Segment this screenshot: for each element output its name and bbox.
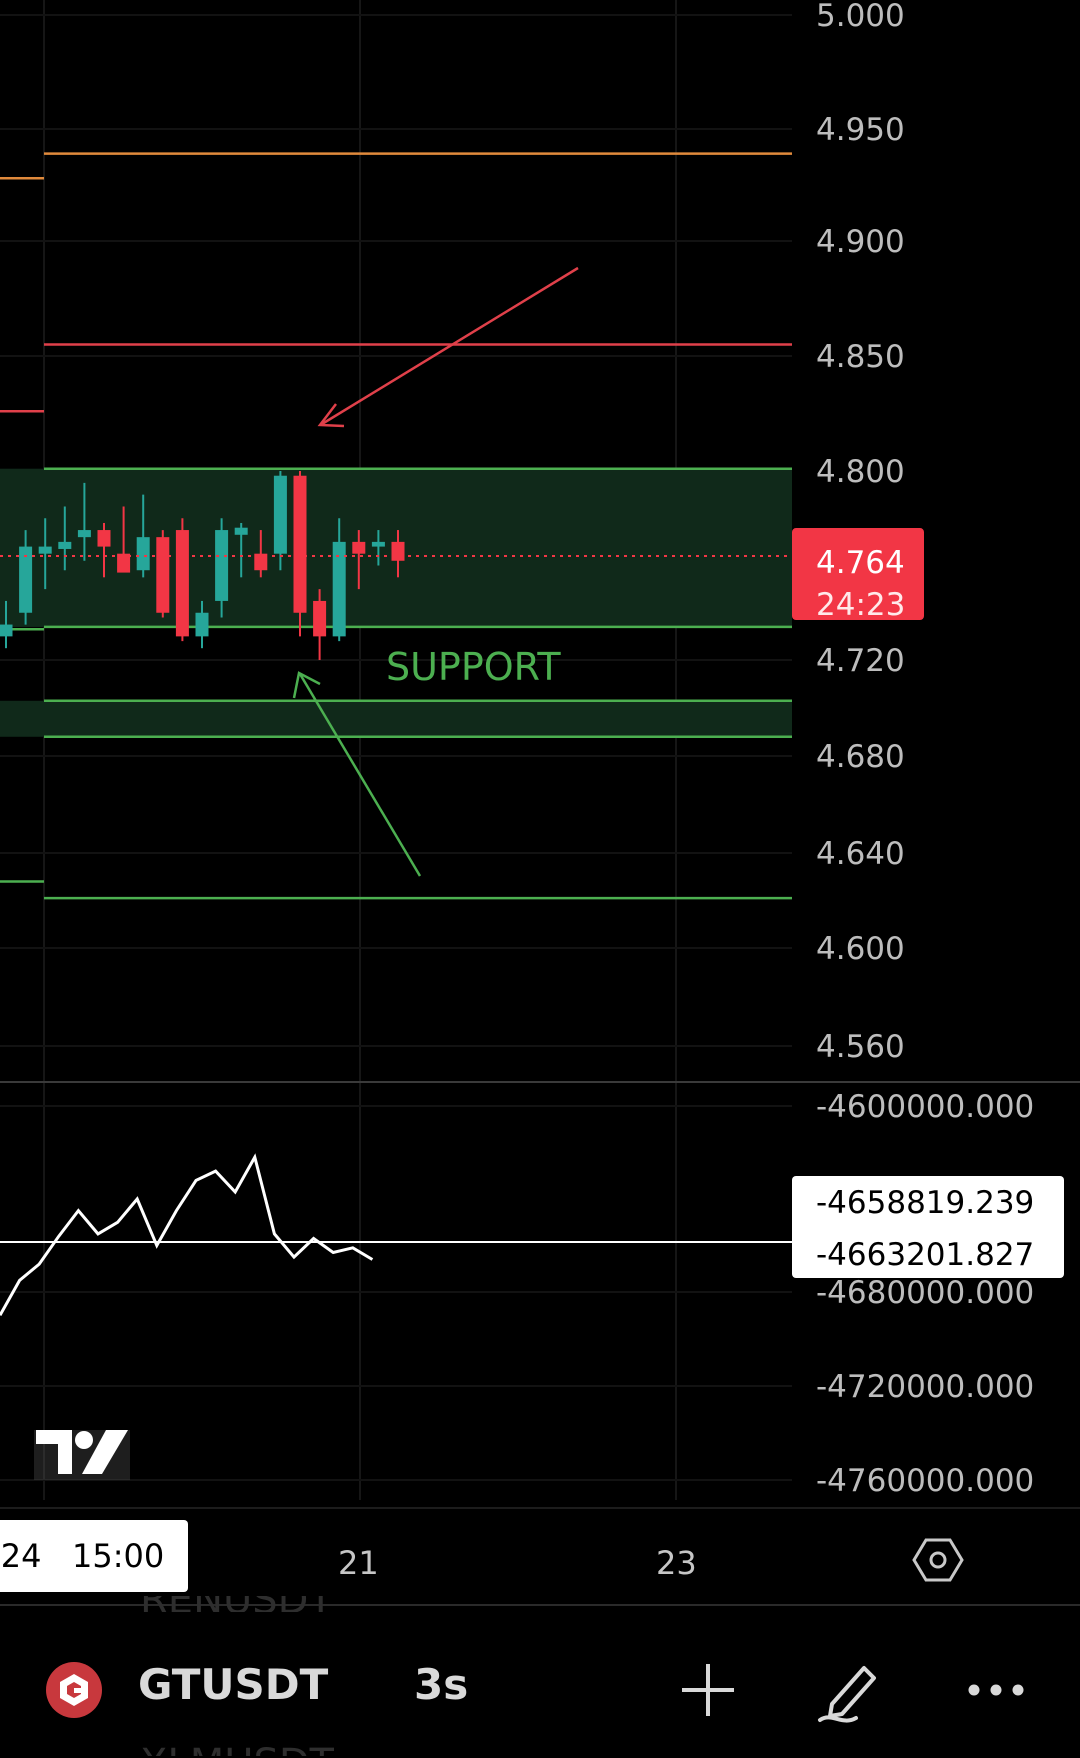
candle-body (0, 625, 13, 637)
support-label: SUPPORT (386, 645, 561, 689)
plus-icon (668, 1650, 748, 1730)
candle-body (215, 530, 228, 601)
price-tick-label: 4.640 (816, 836, 905, 872)
candle-body (294, 476, 307, 613)
oscillator-tick-label: -4760000.000 (816, 1463, 1034, 1499)
support-zones (0, 469, 792, 737)
chart-settings-button[interactable] (910, 1536, 966, 1584)
hexagon-settings-icon (910, 1536, 966, 1584)
time-cursor-label: '24 15:00 (0, 1520, 188, 1592)
oscillator-tick-label: -4600000.000 (816, 1089, 1034, 1125)
symbol-selector[interactable]: GTUSDT (138, 1660, 328, 1709)
candle-body (352, 542, 365, 554)
candle-body (372, 542, 385, 547)
tradingview-logo-icon (28, 1424, 136, 1484)
add-button[interactable] (668, 1650, 748, 1730)
oscillator-tick-label: -4680000.000 (816, 1275, 1034, 1311)
price-tick-label: 4.950 (816, 112, 905, 148)
oscillator-value-1: -4658819.239 (816, 1185, 1034, 1221)
time-tick-23: 23 (656, 1544, 697, 1582)
ghost-symbol-below: XLMUSDT (140, 1744, 334, 1756)
oscillator-value-badges: -4658819.239 -4663201.827 (792, 1176, 1064, 1278)
time-cursor-text: '24 15:00 (0, 1520, 164, 1592)
candle-body (196, 613, 209, 637)
price-tick-label: 5.000 (816, 0, 905, 34)
price-tick-label: 4.560 (816, 1029, 905, 1065)
current-price-value: 4.764 (816, 545, 905, 581)
candle-body (58, 542, 71, 549)
pen-icon (812, 1650, 892, 1730)
gate-logo-icon[interactable] (46, 1662, 102, 1718)
candle-body (98, 530, 111, 547)
price-tick-label: 4.720 (816, 643, 905, 679)
chart-grid (0, 0, 792, 1500)
candle-body (137, 537, 150, 570)
price-tick-label: 4.800 (816, 454, 905, 490)
drawing-tools-button[interactable] (812, 1650, 892, 1730)
more-dots-icon (956, 1650, 1036, 1730)
candle-body (274, 476, 287, 554)
candle-body (78, 530, 91, 537)
candle-body (392, 542, 405, 561)
oscillator-value-2: -4663201.827 (816, 1237, 1034, 1273)
price-tick-label: 4.850 (816, 339, 905, 375)
interval-selector[interactable]: 3s (414, 1660, 468, 1709)
candle-body (176, 530, 189, 636)
ghost-symbol-above: RENUSDT (140, 1596, 333, 1612)
candle-body (313, 601, 326, 636)
red-arrow-annotation[interactable] (320, 268, 578, 426)
time-tick-21: 21 (338, 1544, 379, 1582)
support-zone[interactable] (0, 701, 792, 737)
price-tick-label: 4.600 (816, 931, 905, 967)
candle-body (333, 542, 346, 637)
bar-countdown: 24:23 (816, 587, 905, 623)
candle-body (156, 537, 169, 613)
price-tick-label: 4.680 (816, 739, 905, 775)
candle-body (39, 547, 52, 554)
more-button[interactable] (956, 1650, 1036, 1730)
price-tick-label: 4.900 (816, 224, 905, 260)
candle-body (235, 528, 248, 535)
current-price-badge: 4.764 24:23 (792, 528, 924, 623)
oscillator-tick-label: -4720000.000 (816, 1369, 1034, 1405)
oscillator-axis[interactable]: -4600000.000 -4680000.000 -4720000.000 -476… (816, 1089, 1034, 1499)
price-chart[interactable]: SUPPORT 5.000 4.950 4.900 4.850 4.800 4.720 4.… (0, 0, 1080, 1600)
